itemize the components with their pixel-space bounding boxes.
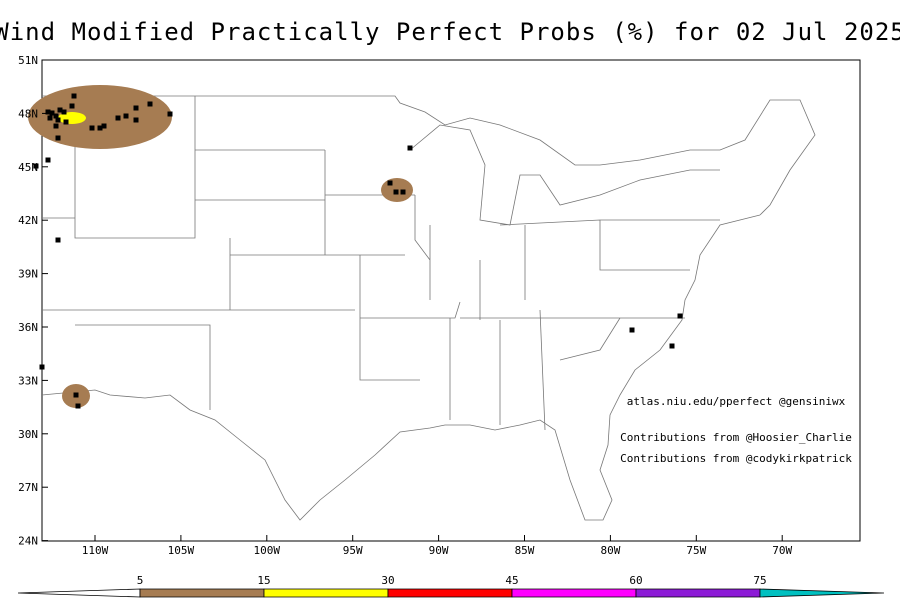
storm-report [75, 403, 81, 409]
storm-report [123, 113, 129, 119]
colorbar-label: 30 [381, 574, 394, 587]
colorbar-label: 15 [257, 574, 270, 587]
lat-label: 24N [18, 535, 38, 548]
lat-label: 30N [18, 428, 38, 441]
colorbar-segment [139, 588, 265, 598]
lon-label: 90W [429, 544, 449, 557]
colorbar-label: 45 [505, 574, 518, 587]
colorbar-segment [387, 588, 513, 598]
storm-report [677, 313, 683, 319]
colorbar-label: 5 [137, 574, 144, 587]
storm-report [61, 109, 67, 115]
lon-label: 85W [515, 544, 535, 557]
storm-report [133, 117, 139, 123]
storm-report [55, 135, 61, 141]
probability-contours [28, 85, 413, 408]
storm-report [71, 93, 77, 99]
storm-report [45, 157, 51, 163]
lon-label: 100W [254, 544, 281, 557]
map-frame [41, 59, 861, 542]
storm-report [393, 189, 399, 195]
basemap [41, 59, 861, 542]
storm-report [53, 113, 59, 119]
storm-report [101, 123, 107, 129]
colorbar-segment [635, 588, 761, 598]
colorbar-segment [263, 588, 389, 598]
storm-report [133, 105, 139, 111]
lat-label: 48N [18, 107, 38, 120]
lat-label: 39N [18, 268, 38, 281]
lat-label: 51N [18, 54, 38, 67]
storm-report [89, 125, 95, 131]
storm-reports [33, 93, 683, 409]
storm-report [55, 117, 61, 123]
colorbar-segment [759, 588, 885, 598]
lat-label: 45N [18, 161, 38, 174]
storm-report [73, 392, 79, 398]
credit: Contributions from @Hoosier_Charlie [620, 431, 852, 444]
colorbar-segment [511, 588, 637, 598]
storm-report [69, 103, 75, 109]
lon-label: 110W [82, 544, 109, 557]
colorbar-label: 60 [629, 574, 642, 587]
storm-report [45, 109, 51, 115]
storm-report [57, 107, 63, 113]
storm-report [47, 115, 53, 121]
colorbar-segment [17, 588, 141, 598]
lat-label: 33N [18, 374, 38, 387]
lon-label: 75W [686, 544, 706, 557]
storm-report [387, 180, 393, 186]
storm-report [167, 111, 173, 117]
storm-report [400, 189, 406, 195]
storm-report [63, 119, 69, 125]
storm-report [147, 101, 153, 107]
storm-report [53, 123, 59, 129]
storm-report [115, 115, 121, 121]
lat-label: 36N [18, 321, 38, 334]
colorbar-label: 75 [753, 574, 766, 587]
lon-label: 95W [343, 544, 363, 557]
lon-label: 80W [600, 544, 620, 557]
map-title: Wind Modified Practically Perfect Probs … [0, 18, 900, 46]
storm-report [629, 327, 635, 333]
storm-report [39, 364, 45, 370]
storm-report [669, 343, 675, 349]
contour-5 [28, 85, 172, 149]
storm-report [49, 110, 55, 116]
storm-report [33, 163, 39, 169]
credit: Contributions from @codykirkpatrick [620, 452, 852, 465]
storm-report [55, 237, 61, 243]
storm-report [407, 145, 413, 151]
storm-report [97, 125, 103, 131]
credit: atlas.niu.edu/pperfect @gensiniwx [627, 395, 846, 408]
lon-label: 70W [772, 544, 792, 557]
borders [41, 95, 816, 521]
lat-label: 27N [18, 481, 38, 494]
lat-label: 42N [18, 214, 38, 227]
lon-label: 105W [168, 544, 195, 557]
